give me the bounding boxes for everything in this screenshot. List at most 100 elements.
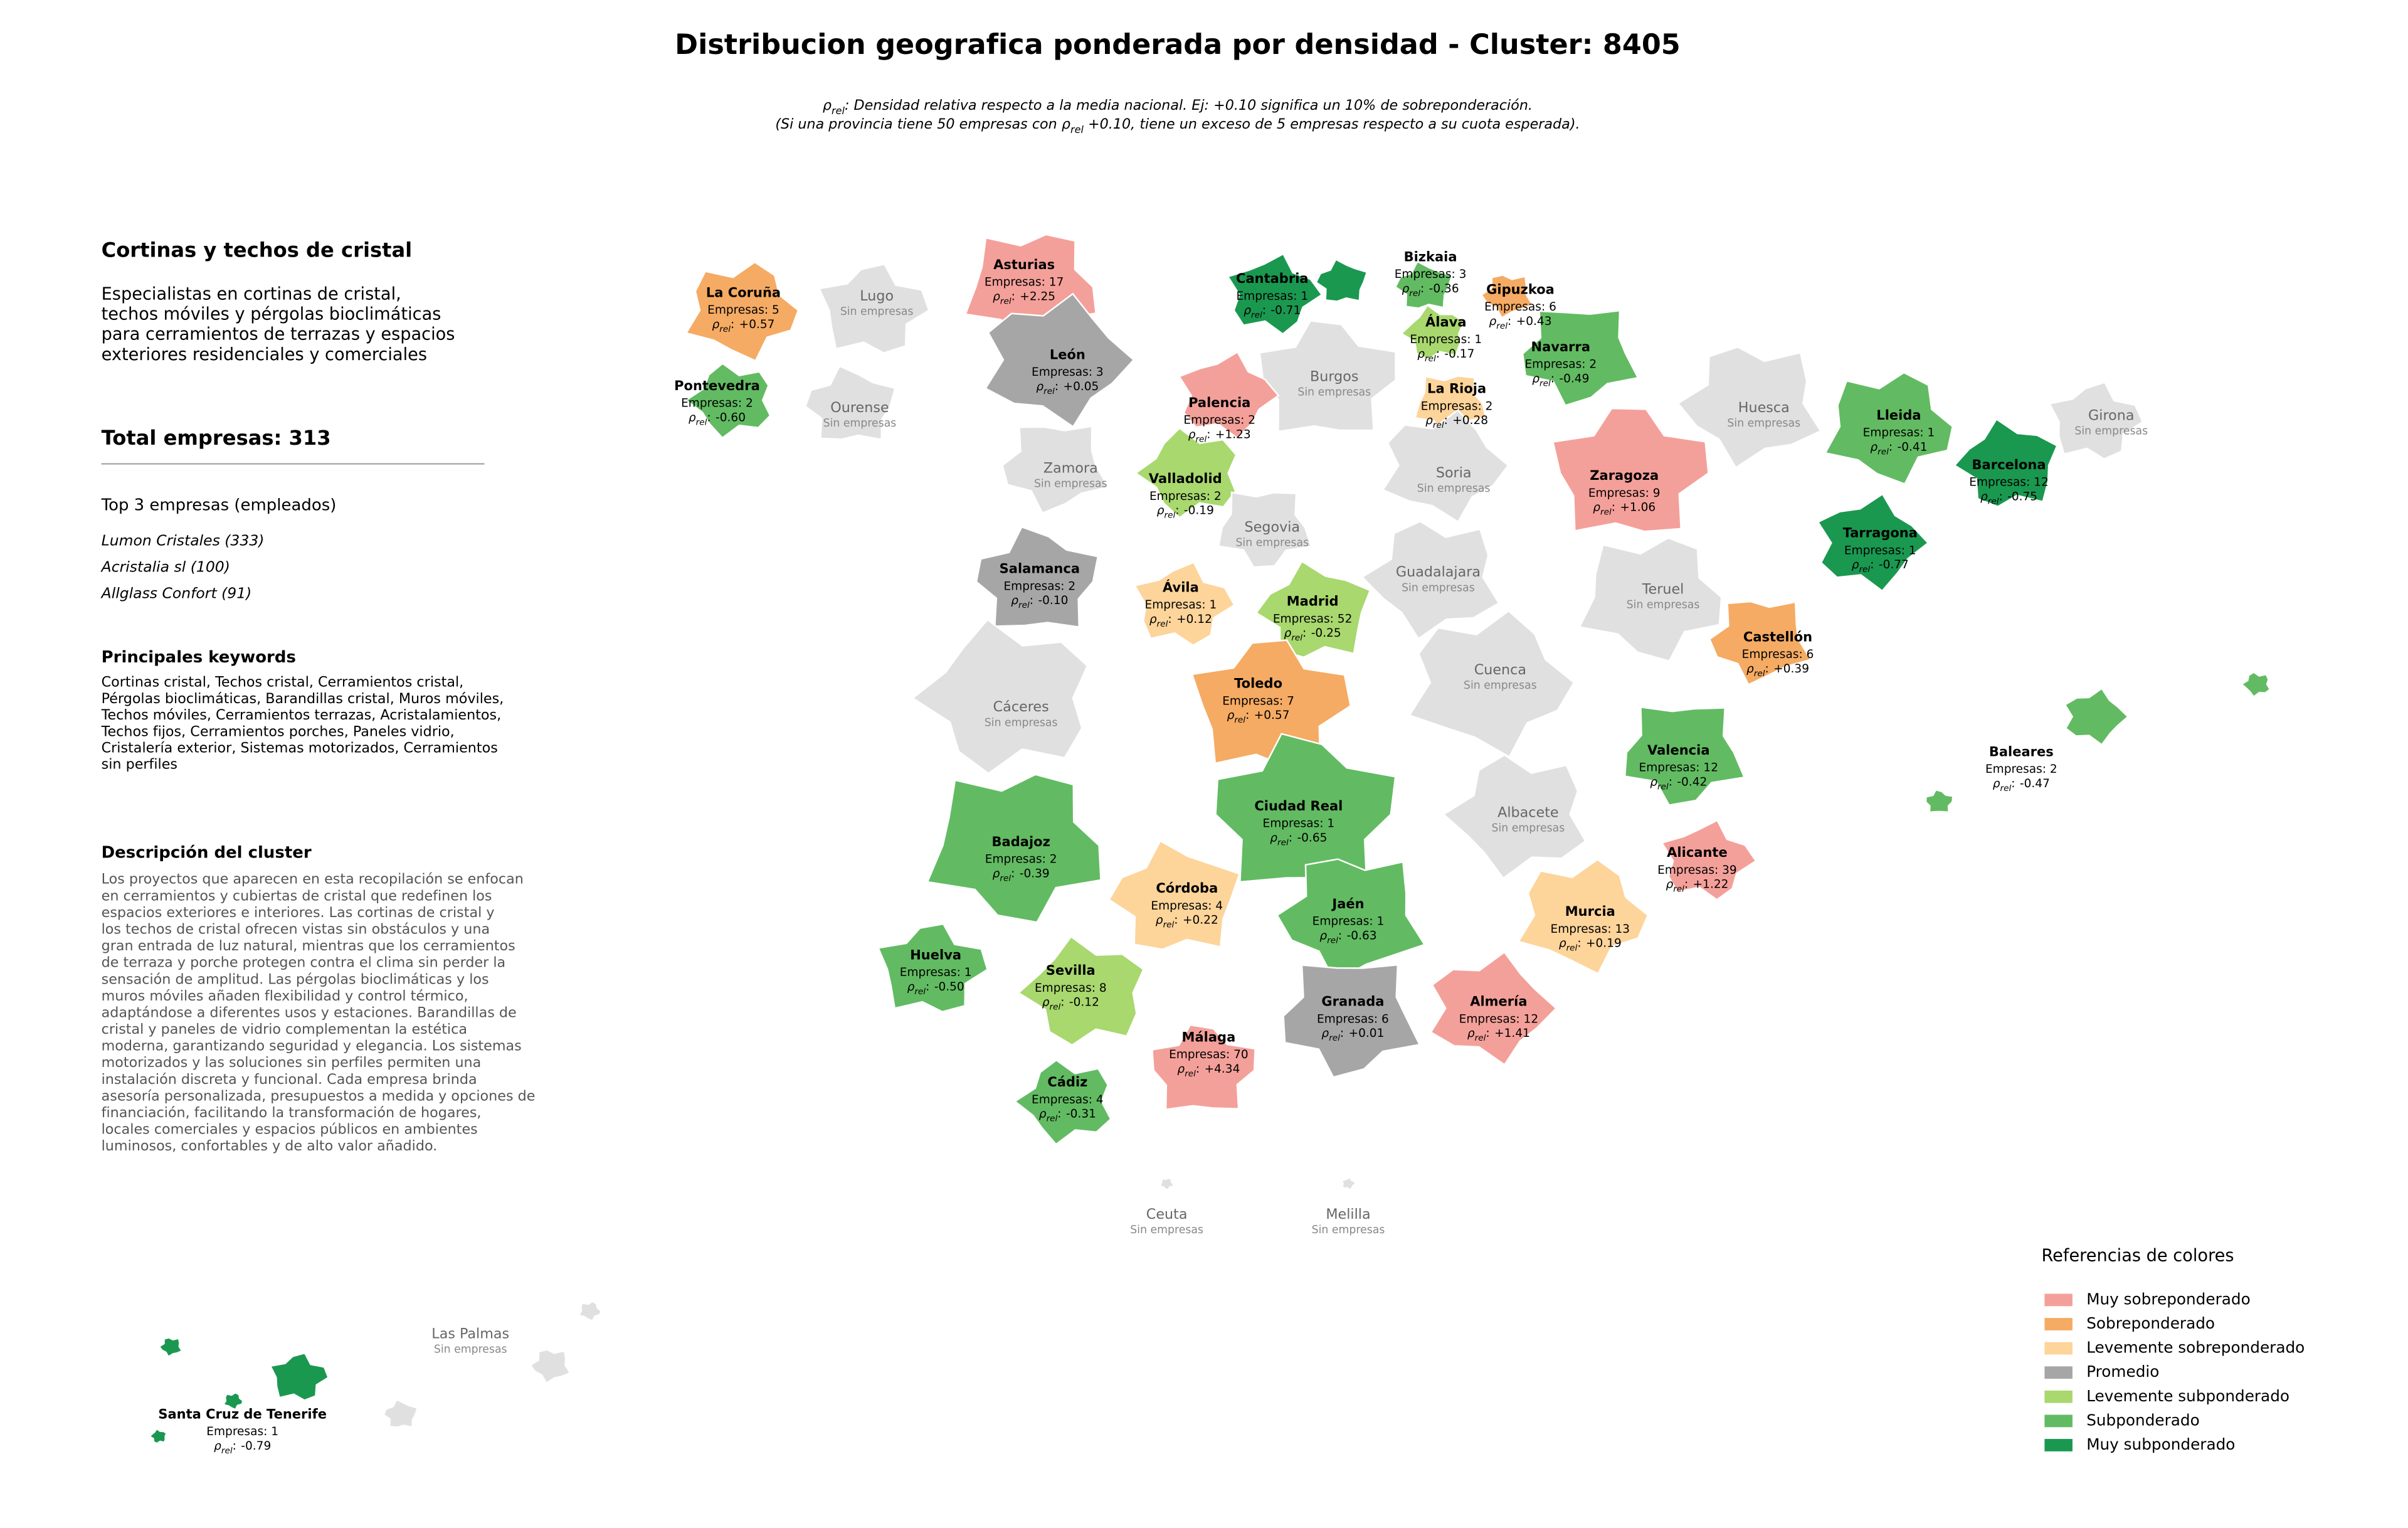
density-symbol: ρ — [1980, 490, 1988, 503]
description-line: en cerramientos y cubiertas de cristal q… — [102, 888, 492, 904]
density-value: +4.34 — [1205, 1062, 1240, 1075]
no-companies: Sin empresas — [2074, 425, 2148, 438]
province-name: Ciudad Real — [1254, 798, 1343, 814]
province-density: ρrel: -0.41 — [1870, 440, 1927, 457]
density-subscript: rel — [696, 417, 707, 427]
province-density: ρrel: -0.36 — [1402, 282, 1459, 299]
subtitle: ρrel: Densidad relativa respecto a la me… — [775, 97, 1580, 135]
province-density: ρrel: +0.19 — [1559, 936, 1622, 953]
legend-label: Muy sobreponderado — [2086, 1290, 2251, 1308]
density-symbol: ρ — [1870, 440, 1877, 454]
density-separator: : — [926, 980, 929, 993]
province-density: ρrel: -0.65 — [1270, 831, 1327, 847]
density-separator: : — [1030, 594, 1033, 607]
province-shape — [984, 292, 1135, 428]
province-shape — [1521, 309, 1639, 406]
no-companies: Sin empresas — [1130, 1224, 1203, 1236]
density-subscript: rel — [2000, 783, 2012, 793]
province-companies: Empresas: 2 — [985, 853, 1057, 866]
no-companies: Sin empresas — [1402, 581, 1475, 594]
density-value: -0.47 — [2020, 777, 2050, 790]
density-subscript: rel — [1657, 782, 1669, 792]
province-companies: Empresas: 39 — [1657, 864, 1737, 877]
province-name: Cádiz — [1047, 1074, 1087, 1090]
summary-line: techos móviles y pérgolas bioclimáticas — [102, 305, 441, 324]
province-companies: Empresas: 7 — [1222, 694, 1294, 708]
province-shape — [383, 1398, 419, 1428]
density-separator: : — [1196, 1062, 1200, 1075]
density-value: -0.12 — [1069, 995, 1099, 1009]
density-subscript: rel — [1329, 1033, 1340, 1043]
province-density: ρrel: -0.75 — [1980, 490, 2037, 507]
density-symbol: ρ — [1156, 913, 1163, 926]
density-subscript: rel — [719, 324, 731, 334]
top-company: Acristalia sl (100) — [100, 558, 230, 576]
density-value: -0.49 — [1559, 372, 1589, 385]
density-subscript: rel — [1000, 873, 1011, 883]
density-subscript: rel — [1000, 296, 1011, 306]
province-shape — [1430, 951, 1558, 1066]
province-name: Burgos — [1310, 368, 1358, 385]
province-shape — [1134, 427, 1237, 519]
density-symbol: ρ — [1321, 1027, 1329, 1040]
province-shapes — [148, 233, 2271, 1445]
province-name: Barcelona — [1972, 457, 2046, 472]
density-symbol: ρ — [1036, 379, 1043, 393]
province-name: Navarra — [1531, 339, 1591, 354]
density-value: +0.19 — [1586, 936, 1622, 950]
density-symbol: ρ — [1042, 995, 1050, 1009]
density-subscript: rel — [1234, 715, 1245, 725]
province-companies: Empresas: 1 — [900, 966, 972, 979]
density-subscript: rel — [1496, 321, 1508, 331]
density-symbol: ρ — [1746, 662, 1754, 675]
province-shape — [1255, 560, 1371, 659]
province-shape — [1442, 754, 1587, 879]
province-shape — [1551, 407, 1709, 533]
province-companies: Empresas: 2 — [681, 397, 753, 410]
density-value: -0.42 — [1677, 775, 1707, 788]
province-name: Melilla — [1326, 1206, 1370, 1223]
province-name: Valladolid — [1149, 470, 1222, 486]
province-shape — [804, 365, 896, 441]
density-separator: : — [1889, 440, 1893, 454]
density-separator: : — [1302, 627, 1306, 640]
province-companies: Empresas: 12 — [1459, 1012, 1539, 1026]
province-shape — [577, 1300, 602, 1322]
description-line: de terraza y porche protegen contra el c… — [102, 955, 506, 971]
density-symbol: ρ — [1532, 372, 1539, 385]
province-name: Ávila — [1163, 579, 1199, 595]
province-companies: Empresas: 1 — [1410, 333, 1482, 346]
province-shape — [1013, 1059, 1112, 1146]
density-value: -0.10 — [1038, 594, 1068, 607]
province-name: Gipuzkoa — [1486, 281, 1555, 297]
province-companies: Empresas: 3 — [1395, 268, 1467, 281]
province-shape — [877, 923, 988, 1013]
density-subscript: rel — [221, 1446, 233, 1456]
density-separator: : — [1551, 372, 1555, 385]
legend-label: Levemente sobreponderado — [2086, 1339, 2305, 1357]
density-symbol: ρ — [712, 317, 720, 331]
province-companies: Empresas: 1 — [1844, 544, 1916, 557]
density-symbol: ρ — [1666, 878, 1673, 891]
density-symbol: ρ — [1227, 709, 1235, 722]
density-separator: : — [1444, 414, 1448, 427]
province-name: Girona — [2088, 407, 2134, 423]
density-subscript: rel — [1327, 935, 1338, 945]
density-separator: : — [731, 317, 734, 331]
no-companies: Sin empresas — [1627, 599, 1700, 612]
description-line: instalación discreta y funcional. Cada e… — [102, 1071, 477, 1088]
province-name: Cantabria — [1236, 270, 1309, 286]
description-line: financiación, facilitando la transformac… — [102, 1105, 482, 1121]
province-name: Cáceres — [993, 699, 1049, 715]
province-name: Cuenca — [1474, 662, 1526, 678]
subtitle-text: : Densidad relativa respecto a la media … — [845, 97, 1533, 114]
province-density: ρrel: +0.01 — [1321, 1027, 1384, 1043]
density-separator: : — [1436, 347, 1440, 360]
subtitle-text: (Si una provincia tiene 50 empresas con … — [775, 115, 1070, 132]
density-subscript: rel — [1433, 420, 1444, 430]
density-subscript: rel — [1566, 943, 1578, 953]
province-companies: Empresas: 2 — [1149, 490, 1222, 503]
province-name: Huesca — [1738, 400, 1790, 416]
description-line: adaptándose a diferentes usos y estacion… — [102, 1004, 517, 1021]
density-separator: : — [1340, 1027, 1344, 1040]
